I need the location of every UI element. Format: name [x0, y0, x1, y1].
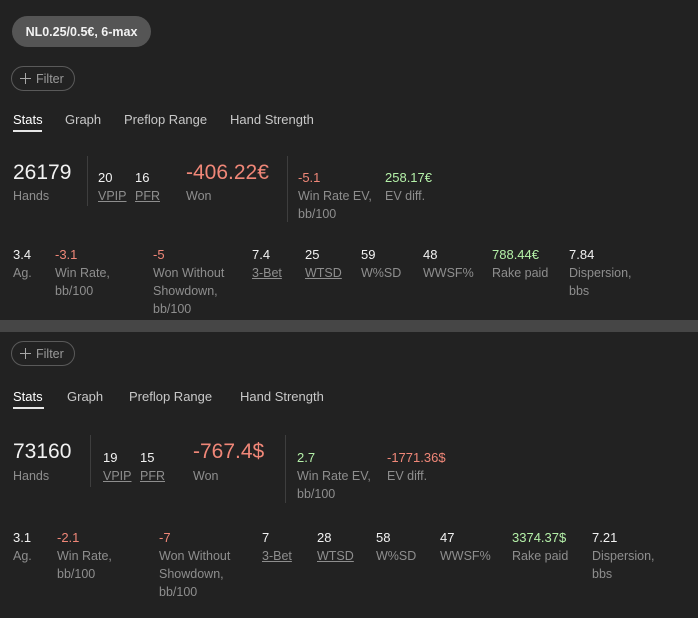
w-sd-label: W%SD [361, 266, 402, 280]
tab-hand-strength[interactable]: Hand Strength [230, 112, 314, 127]
tab-graph[interactable]: Graph [67, 389, 104, 404]
vpip-value: 19 [103, 450, 118, 465]
dispersion-value: 7.21 [592, 530, 618, 545]
rake-paid-value: 3374.37$ [512, 530, 567, 545]
won-without-showdown-label-2: Showdown, [159, 567, 224, 581]
won-label: Won [186, 189, 212, 203]
win-rate-ev-label: Win Rate EV, [297, 469, 371, 483]
filter-label: Filter [36, 71, 64, 86]
won-without-showdown-label: Won Without [153, 266, 225, 280]
rake-paid-label: Rake paid [492, 266, 549, 280]
win-rate-unit: bb/100 [55, 284, 94, 298]
active-tab-indicator [13, 130, 42, 132]
win-rate-ev-unit: bb/100 [298, 207, 337, 221]
divider [87, 156, 88, 206]
rake-paid-label: Rake paid [512, 549, 569, 563]
won-without-showdown-value: -7 [159, 530, 171, 545]
win-rate-label: Win Rate, [55, 266, 110, 280]
three-bet-value: 7 [262, 530, 270, 545]
dispersion-value: 7.84 [569, 247, 595, 262]
hands-label: Hands [13, 469, 50, 483]
won-without-showdown-unit: bb/100 [153, 302, 192, 316]
dispersion-unit: bbs [592, 567, 613, 581]
divider [285, 435, 286, 503]
vpip-label[interactable]: VPIP [98, 189, 127, 203]
wwsf-label: WWSF% [440, 549, 491, 563]
pfr-value: 15 [140, 450, 155, 465]
wwsf-label: WWSF% [423, 266, 474, 280]
ag-label: Ag. [13, 266, 32, 280]
hands-value: 26179 [13, 161, 72, 184]
stats-panel-2: Filter Stats Graph Preflop Range Hand St… [0, 332, 698, 618]
divider [90, 435, 91, 487]
divider [287, 156, 288, 222]
win-rate-ev-value: 2.7 [297, 450, 316, 465]
ev-diff-value: -1771.36$ [387, 450, 446, 465]
wwsf-value: 47 [440, 530, 455, 545]
w-sd-value: 59 [361, 247, 376, 262]
three-bet-label[interactable]: 3-Bet [262, 549, 292, 563]
plus-icon [20, 348, 31, 359]
won-label: Won [193, 469, 219, 483]
win-rate-value: -2.1 [57, 530, 80, 545]
ev-diff-value: 258.17€ [385, 170, 432, 185]
wtsd-label[interactable]: WTSD [317, 549, 354, 563]
win-rate-ev-label: Win Rate EV, [298, 189, 372, 203]
game-filter-chip[interactable]: NL0.25/0.5€, 6-max [12, 16, 151, 47]
tab-preflop-range[interactable]: Preflop Range [129, 389, 213, 404]
won-value: -767.4$ [193, 440, 265, 463]
w-sd-label: W%SD [376, 549, 417, 563]
pfr-label[interactable]: PFR [140, 469, 165, 483]
won-without-showdown-unit: bb/100 [159, 585, 198, 599]
plus-icon [20, 73, 31, 84]
vpip-label[interactable]: VPIP [103, 469, 132, 483]
win-rate-ev-unit: bb/100 [297, 487, 336, 501]
ev-diff-label: EV diff. [387, 469, 428, 483]
dispersion-label: Dispersion, [569, 266, 632, 280]
wtsd-value: 28 [317, 530, 332, 545]
win-rate-label: Win Rate, [57, 549, 112, 563]
wwsf-value: 48 [423, 247, 438, 262]
filter-label: Filter [36, 346, 64, 361]
won-without-showdown-label-2: Showdown, [153, 284, 218, 298]
wtsd-label[interactable]: WTSD [305, 266, 342, 280]
ag-value: 3.1 [13, 530, 32, 545]
vpip-value: 20 [98, 170, 113, 185]
tab-preflop-range[interactable]: Preflop Range [124, 112, 208, 127]
ev-diff-label: EV diff. [385, 189, 426, 203]
won-without-showdown-label: Won Without [159, 549, 231, 563]
win-rate-value: -3.1 [55, 247, 78, 262]
ag-value: 3.4 [13, 247, 32, 262]
filter-button[interactable]: Filter [11, 341, 75, 366]
active-tab-indicator [13, 407, 44, 409]
tab-graph[interactable]: Graph [65, 112, 102, 127]
pfr-label[interactable]: PFR [135, 189, 160, 203]
rake-paid-value: 788.44€ [492, 247, 539, 262]
won-without-showdown-value: -5 [153, 247, 165, 262]
tab-stats[interactable]: Stats [13, 389, 43, 404]
hands-label: Hands [13, 189, 50, 203]
tab-hand-strength[interactable]: Hand Strength [240, 389, 324, 404]
three-bet-label[interactable]: 3-Bet [252, 266, 282, 280]
stats-panel-1: NL0.25/0.5€, 6-max Filter Stats Graph Pr… [0, 0, 698, 320]
wtsd-value: 25 [305, 247, 320, 262]
pfr-value: 16 [135, 170, 150, 185]
win-rate-ev-value: -5.1 [298, 170, 321, 185]
win-rate-unit: bb/100 [57, 567, 96, 581]
dispersion-label: Dispersion, [592, 549, 655, 563]
w-sd-value: 58 [376, 530, 391, 545]
tab-stats[interactable]: Stats [13, 112, 43, 127]
dispersion-unit: bbs [569, 284, 590, 298]
won-value: -406.22€ [186, 161, 269, 184]
hands-value: 73160 [13, 440, 72, 463]
filter-button[interactable]: Filter [11, 66, 75, 91]
three-bet-value: 7.4 [252, 247, 271, 262]
ag-label: Ag. [13, 549, 32, 563]
